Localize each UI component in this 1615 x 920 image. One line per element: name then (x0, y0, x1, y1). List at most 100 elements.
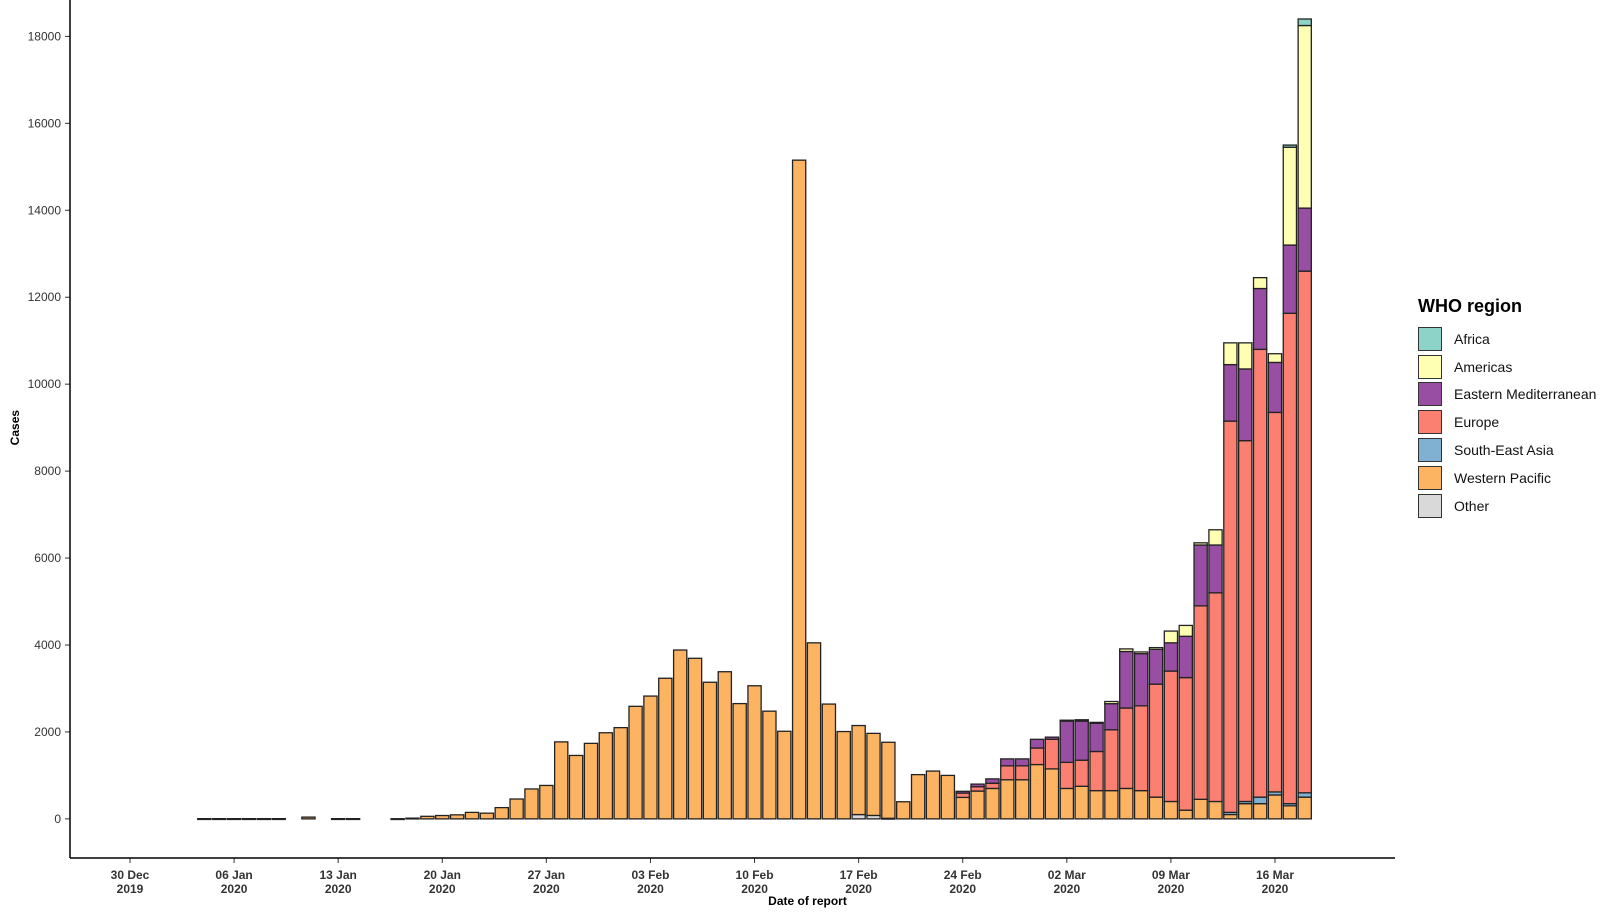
bar-segment-western-pacific (821, 703, 837, 820)
y-tick-label: 14000 (28, 203, 62, 217)
bar-segment-europe (1252, 348, 1268, 798)
x-tick-label: 2020 (1158, 882, 1185, 896)
y-tick-label: 0 (54, 812, 61, 826)
y-tick-label: 10000 (28, 377, 62, 391)
x-tick-label: 30 Dec (111, 868, 150, 882)
bar-segment-western-pacific (1000, 779, 1015, 820)
bar-segment-western-pacific (390, 818, 405, 821)
bar-segment-western-pacific (762, 710, 777, 820)
bar-segment-eastern-mediterranean (1074, 720, 1089, 761)
bar-segment-europe (1148, 683, 1164, 798)
legend-item-eastern-mediterranean: Eastern Mediterranean (1418, 381, 1596, 409)
bar-segment-europe (1074, 759, 1089, 787)
bar-segment-americas (1223, 342, 1238, 366)
bar-segment-eastern-mediterranean (1163, 642, 1179, 672)
bar-segment-western-pacific (197, 818, 212, 821)
legend-title: WHO region (1418, 296, 1522, 316)
bar-segment-western-pacific (1059, 787, 1075, 820)
bar-segment-western-pacific (1282, 805, 1298, 820)
bar-segment-europe (1193, 605, 1208, 800)
x-tick-label: 17 Feb (840, 868, 878, 882)
bar-segment-western-pacific (598, 732, 614, 820)
bar-segment-eastern-mediterranean (985, 778, 1000, 784)
bar-segment-western-pacific (777, 730, 792, 820)
bar-segment-western-pacific (271, 818, 286, 821)
bar-segment-western-pacific (985, 787, 1000, 820)
bar-segment-americas (1297, 24, 1312, 209)
bar-segment-western-pacific (1297, 796, 1312, 820)
legend-swatch (1418, 326, 1442, 351)
legend-swatch (1418, 382, 1442, 407)
x-tick-label: 2020 (1053, 882, 1080, 896)
legend-swatch (1418, 410, 1442, 435)
bar-segment-western-pacific (836, 730, 852, 820)
x-tick-label: 09 Mar (1152, 868, 1190, 882)
legend-label: South-East Asia (1454, 442, 1554, 459)
bar-segment-western-pacific (1029, 763, 1045, 820)
bar-segment-western-pacific (405, 817, 420, 820)
bar-segment-eastern-mediterranean (1000, 758, 1015, 767)
bar-segment-africa (1297, 18, 1312, 27)
bar-segment-europe (1208, 592, 1223, 803)
bar-segment-western-pacific (330, 818, 346, 821)
bar-segment-eastern-mediterranean (1267, 361, 1283, 414)
bar-segment-americas (1163, 630, 1179, 644)
bar-segment-western-pacific (732, 702, 747, 820)
bar-segment-western-pacific (509, 798, 524, 820)
bar-segment-europe (1267, 411, 1283, 793)
bar-segment-eastern-mediterranean (970, 783, 985, 788)
bar-segment-europe (1044, 738, 1060, 770)
bar-segment-western-pacific (1104, 789, 1119, 820)
bar-segment-americas (1148, 646, 1164, 650)
legend-item-other: Other (1418, 492, 1596, 520)
bars (197, 18, 1312, 821)
x-tick-label: 2020 (221, 882, 248, 896)
x-axis-title: Date of report (768, 894, 847, 908)
bar-segment-western-pacific (464, 811, 480, 820)
bar-segment-western-pacific (553, 741, 569, 820)
x-tick-label: 2020 (533, 882, 560, 896)
bar-segment-western-pacific (687, 657, 703, 820)
bar-segment-western-pacific (241, 818, 257, 821)
bar-segment-western-pacific (1074, 785, 1089, 820)
bar-segment-eastern-mediterranean (1178, 635, 1194, 679)
bar-segment-europe (1059, 761, 1075, 790)
bar-segment-western-pacific (479, 812, 495, 820)
bar-segment-americas (1238, 342, 1253, 370)
bar-segment-europe (1029, 747, 1045, 766)
bar-segment-western-pacific (1119, 787, 1134, 820)
x-tick-label: 20 Jan (424, 868, 461, 882)
bar-segment-eastern-mediterranean (1133, 653, 1149, 707)
y-tick-label: 16000 (28, 116, 62, 130)
legend-items: Africa Americas Eastern Mediterranean Europ… (1418, 325, 1596, 520)
bar-segment-europe (1238, 440, 1253, 803)
bar-segment-western-pacific (791, 159, 807, 820)
bar-segment-europe (970, 786, 985, 792)
bar-segment-western-pacific (940, 774, 956, 820)
bar-segment-americas (1133, 651, 1149, 655)
bar-segment-eastern-mediterranean (1238, 368, 1253, 442)
bar-segment-western-pacific (1133, 789, 1149, 820)
bar-segment-americas (1104, 700, 1119, 705)
bar-segment-western-pacific (925, 770, 941, 820)
bar-segment-western-pacific (539, 784, 554, 820)
bar-segment-europe (1282, 312, 1298, 805)
bar-segment-americas (1059, 719, 1075, 722)
bar-segment-western-pacific (1163, 800, 1179, 820)
bar-segment-western-pacific (806, 642, 822, 820)
bar-segment-eastern-mediterranean (1044, 736, 1060, 740)
bar-segment-western-pacific (851, 724, 866, 816)
bar-segment-eastern-mediterranean (1119, 650, 1134, 709)
bar-segment-eastern-mediterranean (1252, 287, 1268, 351)
legend: WHO region Africa Americas Eastern Mediter… (1418, 296, 1596, 520)
x-tick-label: 2020 (637, 882, 664, 896)
bar-segment-eastern-mediterranean (1297, 207, 1312, 272)
bar-segment-western-pacific (1014, 779, 1030, 820)
bar-segment-western-pacific (955, 796, 970, 820)
bar-segment-western-pacific (345, 818, 361, 821)
bar-segment-eastern-mediterranean (1282, 244, 1298, 314)
bar-segment-western-pacific (211, 818, 227, 821)
bar-segment-americas (1178, 624, 1194, 637)
bar-segment-western-pacific (256, 818, 272, 821)
